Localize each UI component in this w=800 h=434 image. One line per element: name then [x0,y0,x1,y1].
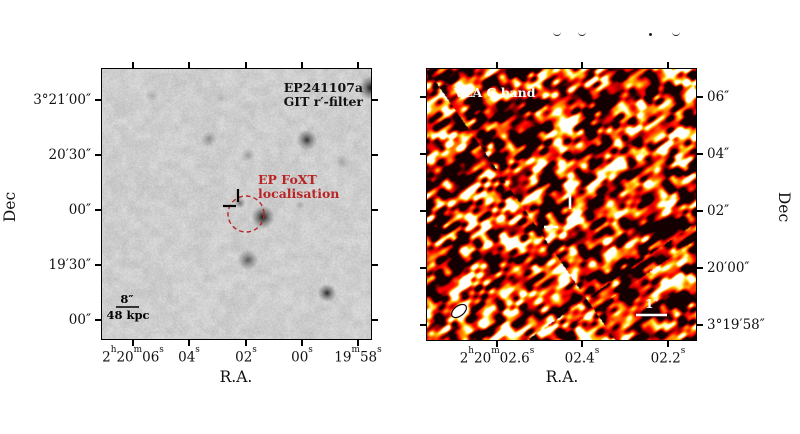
tick-mark [581,62,583,68]
tick-label: 00″ [68,312,91,328]
dec-axis-title-left: Dec [1,191,19,223]
tick-mark [372,154,378,156]
tick-label: 04″ [707,146,730,162]
tick-label: 19m58s [334,344,382,366]
tick-mark [188,62,190,68]
foxt-localisation-label: EP FoXT localisation [258,173,339,200]
tick-label: 02.2s [650,345,686,367]
tick-mark [420,324,426,326]
tick-mark [420,210,426,212]
tick-label: 06″ [707,89,730,105]
tick-mark [357,340,359,346]
ra-axis-title-left: R.A. [219,368,253,386]
tick-label: 20′30″ [48,147,91,163]
tick-mark [95,319,101,321]
tick-label: 00″ [68,202,91,218]
tick-mark [372,264,378,266]
optical-scalebar-top-label: 8″ [120,292,134,306]
tick-mark [496,62,498,68]
tick-mark [667,341,669,347]
tick-mark [581,341,583,347]
tick-mark [95,209,101,211]
tick-mark [132,62,134,68]
tick-mark [372,319,378,321]
tick-label: 2h20m06s [102,344,164,366]
tick-label: 19′30″ [48,257,91,273]
tick-mark [697,96,703,98]
tick-mark [301,62,303,68]
radio-panel: VLA C band 1″ [426,68,697,341]
tick-label: 20′00″ [707,260,750,276]
foxt-label-line2: localisation [258,185,340,201]
tick-mark [188,340,190,346]
instrument-label-line1: EP241107a [283,80,363,95]
tick-mark [372,99,378,101]
tick-label: 02.4s [564,345,600,367]
tick-mark [357,62,359,68]
tick-mark [95,264,101,266]
cropped-letter-fragment [649,33,652,36]
tick-mark [697,210,703,212]
tick-mark [420,153,426,155]
tick-mark [245,62,247,68]
optical-scalebar-bottom-label: 48 kpc [106,308,150,322]
tick-label: 2h20m02.6s [459,345,535,367]
vla-band-label: VLA C band [454,85,536,100]
tick-label: 02s [235,344,257,366]
tick-label: 3°19′58″ [707,317,765,333]
radio-scalebar-label: 1″ [645,297,659,311]
optical-image-canvas [101,68,372,340]
tick-mark [132,340,134,346]
cropped-letter-fragment [578,30,586,36]
tick-label: 3°21′00″ [33,92,91,108]
radio-image-canvas [426,68,697,341]
tick-mark [667,62,669,68]
tick-mark [697,267,703,269]
tick-mark [420,96,426,98]
tick-mark [372,209,378,211]
tick-label: 02″ [707,203,730,219]
foxt-label-line1: EP FoXT [258,172,317,187]
instrument-label-line2: GIT r′-filter [283,93,363,109]
optical-panel: EP241107a GIT r′-filter EP FoXT localisa… [101,68,372,340]
tick-label: 00s [291,344,313,366]
ra-axis-title-right: R.A. [545,368,579,386]
tick-mark [95,154,101,156]
tick-mark [301,340,303,346]
tick-mark [245,340,247,346]
cropped-letter-fragment [672,30,680,36]
tick-label: 04s [178,344,200,366]
tick-mark [697,153,703,155]
tick-mark [697,324,703,326]
dec-axis-title-right: Dec [775,191,793,223]
cropped-letter-fragment [553,30,561,36]
tick-mark [496,341,498,347]
tick-mark [95,99,101,101]
instrument-label: EP241107a GIT r′-filter [284,81,363,108]
tick-mark [420,267,426,269]
